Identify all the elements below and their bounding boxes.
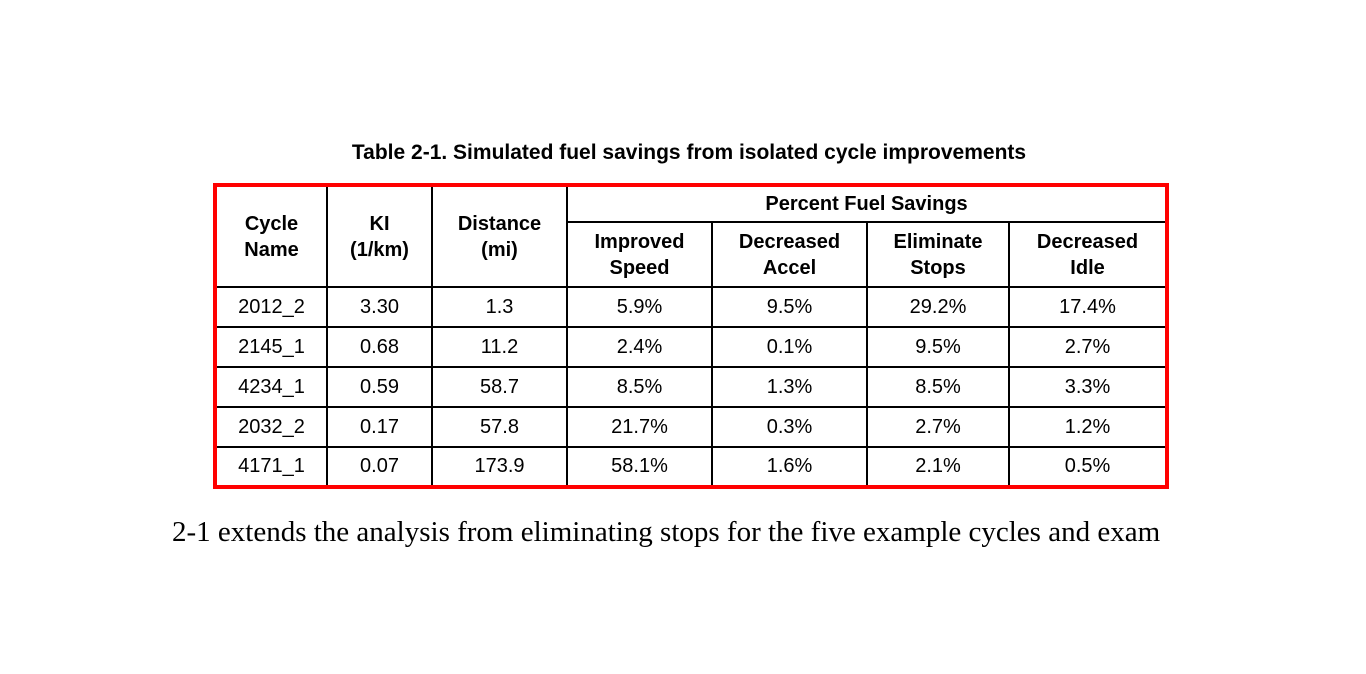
table-row: 4171_1 0.07 173.9 58.1% 1.6% 2.1% 0.5% [214,446,1169,488]
table-row: 4234_1 0.59 58.7 8.5% 1.3% 8.5% 3.3% [214,366,1169,408]
table-cell-improved-speed: 21.7% [566,406,713,448]
table-cell-distance: 58.7 [431,366,568,408]
col-header-improved-speed: Improved Speed [566,221,713,288]
table-title: Table 2-1. Simulated fuel savings from i… [351,141,1027,164]
table-cell-eliminate-stops: 2.7% [866,406,1010,448]
group-header-percent-fuel-savings: Percent Fuel Savings [565,184,1169,223]
body-text-fragment: 2-1 extends the analysis from eliminatin… [172,516,1161,548]
table-cell-distance: 57.8 [431,406,568,448]
table-cell-ki: 0.17 [326,406,433,448]
table-row: 2032_2 0.17 57.8 21.7% 0.3% 2.7% 1.2% [214,406,1169,448]
table-cell-cycle-name: 4171_1 [214,446,328,488]
table-row: 2012_2 3.30 1.3 5.9% 9.5% 29.2% 17.4% [214,286,1169,328]
table-cell-ki: 0.07 [326,446,433,488]
table-cell-decreased-accel: 1.6% [711,446,868,488]
table-cell-decreased-idle: 2.7% [1007,326,1169,368]
table-cell-distance: 173.9 [431,446,568,488]
col-header-decreased-idle: Decreased Idle [1007,221,1169,288]
table-cell-ki: 0.59 [326,366,433,408]
col-header-distance: Distance (mi) [431,184,568,288]
table-cell-decreased-accel: 0.3% [711,406,868,448]
table-cell-decreased-idle: 3.3% [1007,366,1169,408]
table-cell-improved-speed: 5.9% [566,286,713,328]
col-header-ki: KI (1/km) [326,184,433,288]
table-header-row-group: Cycle Name KI (1/km) Distance (mi) Perce… [214,184,1169,288]
table-cell-ki: 3.30 [326,286,433,328]
table-cell-cycle-name: 2145_1 [214,326,328,368]
fuel-savings-table: Cycle Name KI (1/km) Distance (mi) Perce… [213,183,1170,489]
table-cell-cycle-name: 2032_2 [214,406,328,448]
table-cell-improved-speed: 2.4% [566,326,713,368]
table-cell-eliminate-stops: 8.5% [866,366,1010,408]
col-header-eliminate-stops: Eliminate Stops [866,221,1010,288]
table-header-row-sub: Improved Speed Decreased Accel Eliminate… [215,221,1169,288]
table-cell-decreased-accel: 1.3% [711,366,868,408]
table-cell-cycle-name: 2012_2 [214,286,328,328]
table-row: 2145_1 0.68 11.2 2.4% 0.1% 9.5% 2.7% [214,326,1169,368]
table-cell-eliminate-stops: 2.1% [866,446,1010,488]
table-cell-distance: 1.3 [431,286,568,328]
col-header-cycle-name: Cycle Name [214,184,328,288]
table-cell-ki: 0.68 [326,326,433,368]
col-header-decreased-accel: Decreased Accel [711,221,868,288]
fuel-savings-table-wrap: Cycle Name KI (1/km) Distance (mi) Perce… [213,183,1170,489]
table-cell-decreased-idle: 0.5% [1007,446,1169,488]
table-cell-decreased-accel: 0.1% [711,326,868,368]
table-cell-improved-speed: 58.1% [566,446,713,488]
table-cell-decreased-idle: 17.4% [1007,286,1169,328]
table-cell-cycle-name: 4234_1 [214,366,328,408]
table-cell-eliminate-stops: 29.2% [866,286,1010,328]
table-cell-distance: 11.2 [431,326,568,368]
table-cell-decreased-accel: 9.5% [711,286,868,328]
table-cell-eliminate-stops: 9.5% [866,326,1010,368]
table-cell-improved-speed: 8.5% [566,366,713,408]
table-cell-decreased-idle: 1.2% [1007,406,1169,448]
